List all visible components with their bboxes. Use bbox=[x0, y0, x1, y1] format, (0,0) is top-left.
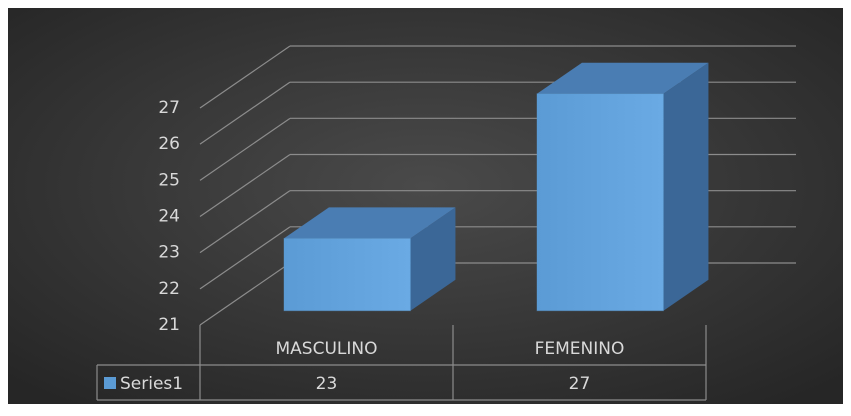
bar-side bbox=[663, 62, 709, 311]
x-tick-label: FEMENINO bbox=[535, 339, 625, 359]
bar-side bbox=[410, 207, 456, 311]
y-tick-label: 25 bbox=[158, 170, 180, 190]
y-tick-label: 23 bbox=[158, 243, 180, 263]
y-tick-label: 26 bbox=[158, 134, 180, 154]
legend-swatch bbox=[104, 377, 116, 389]
grid-line bbox=[199, 190, 291, 254]
grid-line bbox=[199, 81, 291, 145]
bar bbox=[536, 93, 664, 312]
bar-top bbox=[283, 207, 456, 239]
grid-line bbox=[199, 154, 291, 217]
y-tick-label: 21 bbox=[158, 315, 180, 335]
bar-top bbox=[536, 62, 709, 94]
data-table bbox=[96, 325, 707, 401]
grid-line bbox=[199, 262, 291, 326]
table-value: 27 bbox=[569, 374, 591, 394]
chart-background bbox=[8, 8, 843, 404]
y-tick-label: 22 bbox=[158, 279, 180, 299]
x-tick-label: MASCULINO bbox=[276, 339, 378, 359]
table-value: 23 bbox=[316, 374, 338, 394]
bar bbox=[283, 237, 411, 312]
legend-label: Series1 bbox=[120, 374, 183, 394]
grid-line bbox=[199, 226, 291, 290]
y-tick-label: 24 bbox=[158, 207, 180, 227]
grid-line bbox=[199, 45, 291, 109]
y-tick-label: 27 bbox=[158, 98, 180, 118]
grid-line bbox=[199, 117, 291, 181]
